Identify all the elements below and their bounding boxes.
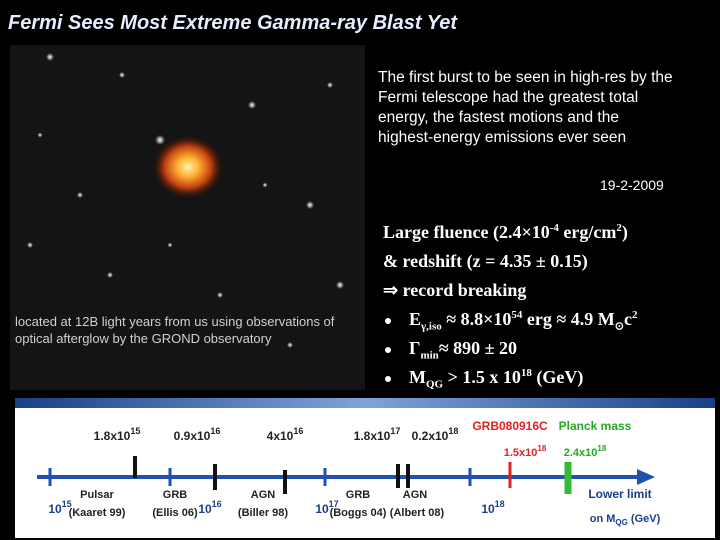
source-name: AGN [403,489,428,501]
text: ⇒ record breaking [383,280,527,300]
text: 1.5x10 [504,447,538,459]
text: QG [615,518,627,527]
superscript: 54 [511,309,523,321]
text: Large fluence (2.4×10 [383,222,550,242]
text: ) [621,222,628,242]
bound-label: 0.9x1016 [174,426,221,443]
bullet-point: MQG > 1.5 x 1018 (GeV) [383,363,637,392]
text: 16 [210,426,220,436]
superscript: -4 [549,222,559,234]
text: erg/cm [558,222,617,242]
key-points: Large fluence (2.4×10-4 erg/cm2) & redsh… [383,218,637,392]
slide-title: Fermi Sees Most Extreme Gamma-ray Blast … [8,12,458,34]
stars [27,53,344,348]
text: 2.4x10 [564,447,598,459]
subscript: γ,iso [421,320,442,333]
panel [15,398,715,538]
text: 0.9x10 [174,429,211,443]
date: 19-2-2009 [600,177,664,193]
text: 10 [48,502,62,516]
summary-text: The first burst to be seen in high-res b… [378,69,673,146]
burst [152,135,224,199]
axis-arrow [637,469,655,485]
bound-label: 4x1016 [267,426,304,443]
superscript: 2 [616,222,622,234]
text: 16 [293,426,303,436]
text: > 1.5 x 10 [443,367,521,387]
image-background [10,45,365,390]
bullet-point: Eγ,iso ≈ 8.8×1054 erg ≈ 4.9 M⊙c2 [383,305,637,334]
text: (GeV) [531,367,584,387]
text: 10 [198,502,212,516]
text: Γ [409,338,421,358]
axis-title: Lower limit [588,487,651,501]
bound-markers [133,456,410,494]
decade-label: 1015 [48,499,71,516]
text: c [623,309,632,329]
text: 10 [481,502,495,516]
source-name: GRB [163,489,188,501]
bound-label: 0.2x1018 [412,426,459,443]
text: M [409,367,426,387]
text: erg ≈ 4.9 M [522,309,615,329]
text: 18 [448,426,458,436]
decade-ticks [48,468,472,486]
bound-label: 1.8x1017 [354,426,401,443]
header-band [15,398,715,408]
text: ≈ 890 ± 20 [438,338,518,358]
text: 15 [130,426,140,436]
decade-label: 1018 [481,499,504,516]
decade-label: 1016 [198,499,221,516]
text: & redshift (z = 4.35 ± 0.15) [383,251,588,271]
text: 18 [537,444,546,453]
text: 4x10 [267,429,294,443]
subscript: QG [426,378,444,391]
text: 17 [390,426,400,436]
source-ref: (Kaaret 99) [69,507,126,519]
source-name: GRB [346,489,371,501]
text: (GeV) [628,513,661,525]
bound-label: 1.8x1015 [94,426,141,443]
superscript: 2 [631,309,638,321]
source-ref: (Ellis 06) [152,507,198,519]
subscript: min [420,349,439,362]
grb-label: GRB080916C [472,419,548,433]
decade-label: 1017 [315,499,338,516]
source-ref: (Albert 08) [390,507,445,519]
text: 16 [212,499,222,509]
text: 15 [62,499,72,509]
afterglow-image [10,45,365,390]
point: ⇒ record breaking [383,276,637,305]
source-name: AGN [251,489,276,501]
source-ref: (Boggs 04) [330,507,387,519]
planck-label: Planck mass [559,419,632,433]
text: E [409,309,422,329]
text: 10 [315,502,329,516]
text: 1.8x10 [94,429,131,443]
point: Large fluence (2.4×10-4 erg/cm2) [383,218,637,247]
text: 0.2x10 [412,429,449,443]
planck-value: 2.4x1018 [564,444,607,459]
subscript: ⊙ [614,320,624,333]
text: 17 [329,499,339,509]
image-caption: located at 12B light years from us using… [15,314,335,346]
source-ref: (Biller 98) [238,507,288,519]
axis-title: on MQG (GeV) [590,513,661,527]
text: 1.8x10 [354,429,391,443]
point: & redshift (z = 4.35 ± 0.15) [383,247,637,276]
source-name: Pulsar [80,489,114,501]
text: on M [590,513,616,525]
mass-scale-diagram: 1.8x1015 0.9x1016 4x1016 1.8x1017 0.2x10… [15,398,715,538]
bullet-point: Γmin≈ 890 ± 20 [383,334,637,363]
grb-value: 1.5x1018 [504,444,547,459]
text: ≈ 8.8×10 [441,309,512,329]
text: 18 [597,444,606,453]
text: 18 [495,499,505,509]
superscript: 18 [520,367,532,379]
